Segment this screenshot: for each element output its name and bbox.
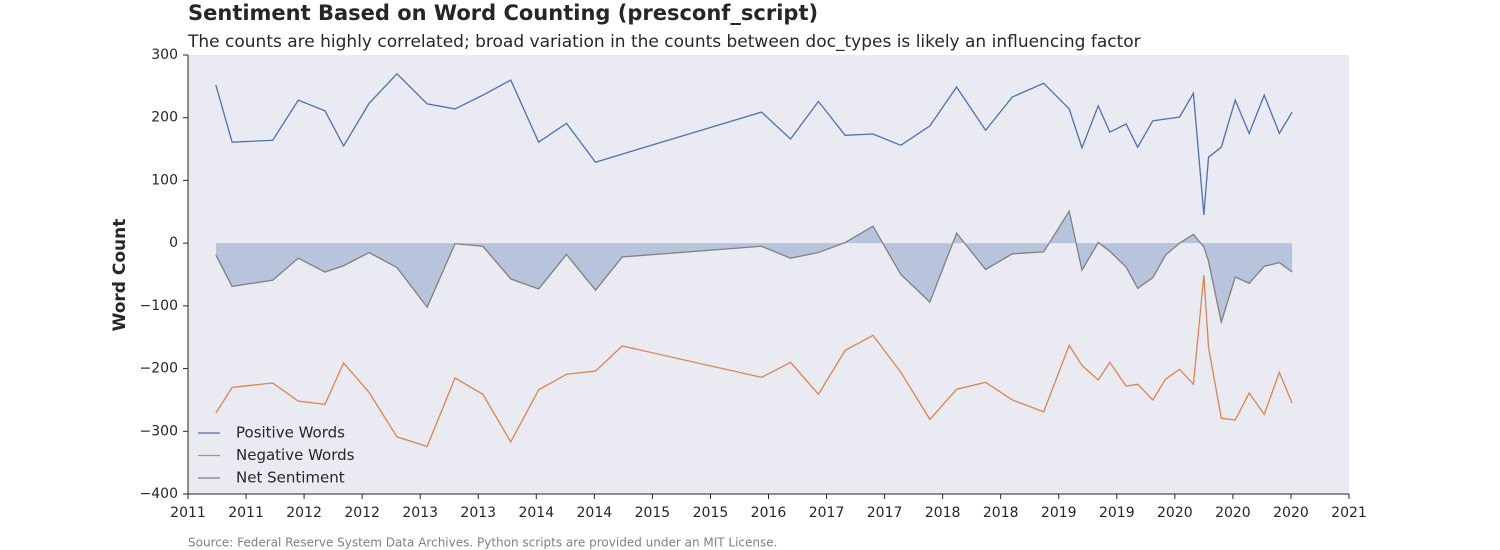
x-tick-label: 2013 xyxy=(402,505,438,521)
x-tick-label: 2014 xyxy=(518,505,554,521)
chart-title: Sentiment Based on Word Counting (presco… xyxy=(188,1,818,25)
legend-label: Positive Words xyxy=(236,424,345,442)
line xyxy=(215,209,1293,325)
line xyxy=(215,72,1293,215)
y-tick-label: −200 xyxy=(140,361,178,377)
y-tick-label: −300 xyxy=(140,423,178,439)
y-tick-label: −100 xyxy=(140,298,178,314)
x-tick-label: 2014 xyxy=(577,505,613,521)
y-tick-label: 200 xyxy=(151,110,178,126)
x-tick-label: 2011 xyxy=(170,505,206,521)
line xyxy=(215,275,1293,448)
x-tick-label: 2016 xyxy=(751,505,787,521)
x-tick-label: 2017 xyxy=(867,505,903,521)
x-tick-label: 2020 xyxy=(1215,505,1251,521)
x-tick-label: 2012 xyxy=(344,505,380,521)
x-tick-label: 2018 xyxy=(925,505,961,521)
x-tick-label: 2012 xyxy=(286,505,322,521)
source-note: Source: Federal Reserve System Data Arch… xyxy=(188,536,777,550)
x-tick-label: 2013 xyxy=(460,505,496,521)
y-tick-label: 0 xyxy=(169,235,178,251)
x-tick-label: 2011 xyxy=(228,505,264,521)
y-tick-label: 100 xyxy=(151,172,178,188)
x-tick-label: 2017 xyxy=(809,505,845,521)
y-axis-label: Word Count xyxy=(110,219,130,332)
x-tick-label: 2015 xyxy=(635,505,671,521)
legend-label: Net Sentiment xyxy=(236,469,345,487)
x-tick-label: 2021 xyxy=(1331,505,1367,521)
x-tick-label: 2015 xyxy=(693,505,729,521)
plot-background xyxy=(188,55,1349,494)
y-tick-label: 300 xyxy=(151,47,178,63)
x-tick-label: 2019 xyxy=(1041,505,1077,521)
x-tick-label: 2018 xyxy=(983,505,1019,521)
legend-label: Negative Words xyxy=(236,446,355,464)
x-tick-label: 2020 xyxy=(1157,505,1193,521)
area-fill xyxy=(215,211,1293,323)
x-tick-label: 2020 xyxy=(1273,505,1309,521)
chart-subtitle: The counts are highly correlated; broad … xyxy=(187,32,1141,52)
x-tick-label: 2019 xyxy=(1099,505,1135,521)
y-tick-label: −400 xyxy=(140,486,178,502)
